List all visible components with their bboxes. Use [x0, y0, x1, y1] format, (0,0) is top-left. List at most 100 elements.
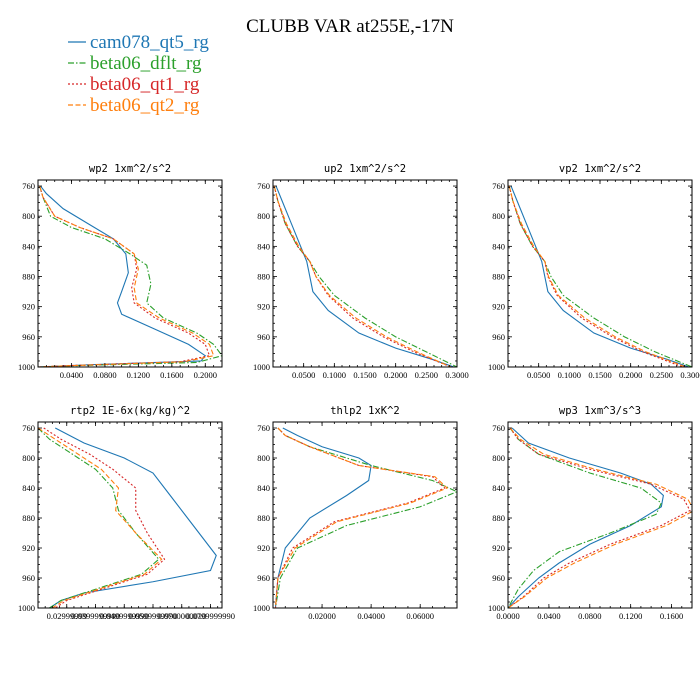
y-tick-label: 1000: [253, 603, 270, 613]
y-tick-label: 920: [257, 543, 270, 553]
y-tick-label: 760: [492, 181, 505, 191]
y-tick-label: 960: [492, 573, 505, 583]
panel-2: vp2 1xm^2/s^2 760 800 840 880 920 960 1000 0.050…: [488, 163, 700, 380]
legend-label: cam078_qt5_rg: [90, 32, 209, 53]
x-tick-label: 0.0599999990: [129, 611, 178, 621]
series-line-beta06_qt2_rg: [274, 427, 449, 608]
y-tick-label: 880: [492, 513, 505, 523]
x-tick-label: 0.1600: [160, 370, 183, 380]
y-tick-label: 920: [492, 543, 505, 553]
y-tick-label: 760: [492, 423, 505, 433]
y-tick-label: 1000: [488, 603, 505, 613]
y-tick-label: 840: [257, 483, 270, 493]
figure-title: CLUBB VAR at255E,-17N: [246, 16, 454, 37]
y-tick-label: 880: [22, 272, 35, 282]
y-tick-label: 880: [492, 272, 505, 282]
series-line-beta06_qt1_rg: [43, 427, 166, 608]
x-tick-label: 0.0500: [527, 370, 550, 380]
y-tick-label: 960: [257, 573, 270, 583]
legend-label: beta06_qt1_rg: [90, 74, 200, 95]
series-line-beta06_dflt_rg: [273, 185, 457, 367]
x-tick-label: 0.04000: [357, 611, 385, 621]
y-tick-label: 800: [257, 453, 270, 463]
series-line-beta06_dflt_rg: [508, 427, 663, 608]
series-line-beta06_dflt_rg: [274, 427, 457, 608]
legend: cam078_qt5_rgbeta06_dflt_rgbeta06_qt1_rg…: [68, 32, 209, 116]
panel-4: thlp2 1xK^2 760 800 840 880 920 960 1000 0.02000…: [253, 405, 458, 621]
x-tick-label: 0.2500: [650, 370, 673, 380]
series-line-beta06_qt1_rg: [508, 185, 683, 367]
x-tick-label: 0.2000: [384, 370, 407, 380]
x-tick-label: 0.06000: [406, 611, 434, 621]
y-tick-label: 920: [492, 302, 505, 312]
y-tick-label: 800: [492, 211, 505, 221]
x-tick-label: 0.0400: [60, 370, 83, 380]
y-tick-label: 920: [22, 543, 35, 553]
y-tick-label: 1000: [18, 603, 35, 613]
y-tick-label: 960: [257, 332, 270, 342]
panel-title: thlp2 1xK^2: [330, 405, 400, 417]
x-tick-label: 0.0000: [496, 611, 519, 621]
plot-frame: [272, 179, 458, 368]
series-line-beta06_qt1_rg: [273, 185, 452, 367]
x-tick-label: 0.2500: [415, 370, 438, 380]
y-tick-label: 840: [492, 241, 505, 251]
y-tick-label: 960: [22, 332, 35, 342]
panel-title: rtp2 1E-6x(kg/kg)^2: [70, 405, 190, 417]
y-tick-label: 760: [257, 423, 270, 433]
y-tick-label: 880: [257, 272, 270, 282]
y-tick-label: 1000: [18, 362, 35, 372]
plot-frame: [507, 179, 693, 368]
y-tick-label: 800: [22, 211, 35, 221]
x-tick-label: 0.1600: [660, 611, 683, 621]
y-tick-label: 800: [257, 211, 270, 221]
x-tick-label: 0.0500: [292, 370, 315, 380]
panel-3: rtp2 1E-6x(kg/kg)^2 760 800 840 880 920 960 100…: [18, 405, 235, 621]
plot-frame: [37, 179, 223, 368]
series-line-beta06_qt2_rg: [38, 427, 163, 608]
series-line-cam078_qt5_rg: [275, 185, 455, 367]
series-line-cam078_qt5_rg: [49, 427, 217, 608]
y-tick-label: 1000: [488, 362, 505, 372]
series-line-beta06_qt1_rg: [274, 427, 446, 608]
series-line-beta06_qt2_rg: [508, 185, 687, 367]
y-tick-label: 760: [257, 181, 270, 191]
panel-title: wp3 1xm^3/s^3: [559, 405, 641, 417]
series-line-cam078_qt5_rg: [510, 185, 690, 367]
y-tick-label: 960: [22, 573, 35, 583]
series-line-cam078_qt5_rg: [38, 185, 207, 367]
x-tick-label: 0.0799999990: [186, 611, 235, 621]
y-tick-label: 800: [492, 453, 505, 463]
legend-label: beta06_dflt_rg: [90, 53, 202, 74]
y-tick-label: 880: [22, 513, 35, 523]
series-line-beta06_dflt_rg: [38, 427, 160, 608]
x-tick-label: 0.0499999990: [100, 611, 149, 621]
x-tick-label: 0.0400: [537, 611, 560, 621]
panel-0: wp2 1xm^2/s^2 760 800 840 880 920 960 1000 0.040…: [18, 163, 223, 380]
y-tick-label: 840: [22, 241, 35, 251]
x-tick-label: 0.1200: [619, 611, 642, 621]
panel-5: wp3 1xm^3/s^3 760 800 840 880 920 960 10000.000…: [488, 405, 693, 621]
y-tick-label: 840: [22, 483, 35, 493]
x-tick-label: 0.1500: [353, 370, 376, 380]
series-line-beta06_qt1_rg: [508, 427, 691, 608]
x-tick-label: 0.0800: [93, 370, 116, 380]
series-line-beta06_dflt_rg: [38, 185, 222, 367]
x-tick-label: 0.0800: [578, 611, 601, 621]
x-tick-label: 0.02999999: [47, 611, 87, 621]
x-tick-label: 0.1000: [323, 370, 346, 380]
y-tick-label: 1000: [253, 362, 270, 372]
legend-label: beta06_qt2_rg: [90, 95, 200, 116]
y-tick-label: 920: [257, 302, 270, 312]
series-line-beta06_qt2_rg: [38, 185, 215, 367]
y-tick-label: 800: [22, 453, 35, 463]
y-tick-label: 840: [257, 241, 270, 251]
panels: wp2 1xm^2/s^2 760 800 840 880 920 960 1000 0.040…: [18, 163, 700, 621]
y-tick-label: 920: [22, 302, 35, 312]
y-tick-label: 960: [492, 332, 505, 342]
x-tick-label: 0.0700000010: [157, 611, 206, 621]
x-tick-label: 0.02000: [308, 611, 336, 621]
y-tick-label: 760: [22, 423, 35, 433]
y-tick-label: 840: [492, 483, 505, 493]
